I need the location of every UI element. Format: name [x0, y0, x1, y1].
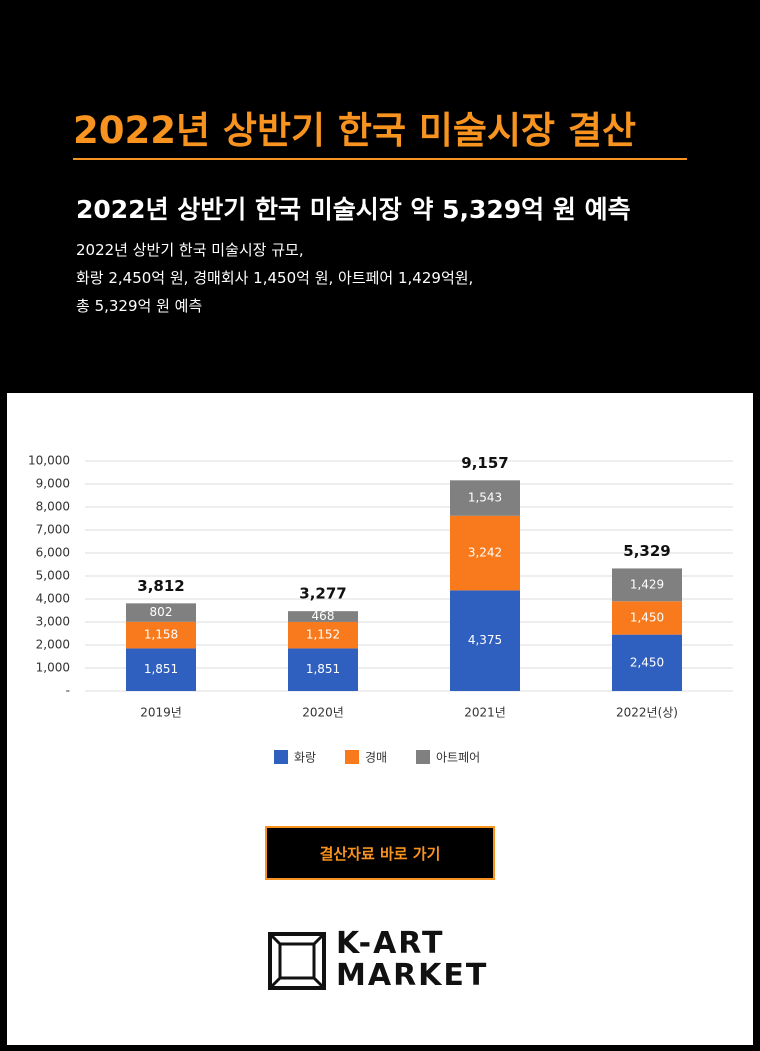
description: 2022년 상반기 한국 미술시장 규모,: [76, 241, 304, 259]
y-tick-label: 8,000: [36, 500, 70, 514]
bar-segment: [288, 611, 358, 622]
description: 총 5,329억 원 예측: [76, 297, 203, 315]
x-tick-label: 2022년(상): [616, 706, 678, 720]
value-label: 468: [312, 609, 335, 623]
legend-label: 화랑: [294, 751, 316, 765]
y-tick-label: 4,000: [36, 592, 70, 606]
value-label: 1,152: [306, 628, 340, 642]
value-label: 802: [150, 605, 173, 619]
value-label: 1,429: [630, 577, 664, 591]
value-label: 3,242: [468, 546, 502, 560]
chart: - 1,000 2,000 3,000 4,000 5,000 6,000 7,000 8,00…: [28, 454, 733, 765]
x-tick-label: 2020년: [302, 706, 344, 720]
total-label: 5,329: [623, 542, 670, 560]
bar-segment: [450, 515, 520, 591]
legend-label: 아트페어: [436, 751, 480, 765]
report-button[interactable]: 결산자료 바로 가기: [265, 826, 495, 880]
bar-segment: [612, 568, 682, 602]
value-label: 1,851: [306, 662, 340, 676]
y-tick-label: 6,000: [36, 546, 70, 560]
value-label: 1,543: [468, 491, 502, 505]
content-panel: [7, 393, 753, 1045]
bar-segment: [288, 621, 358, 649]
bar-segment: [126, 621, 196, 649]
legend-swatch: [416, 750, 430, 764]
legend-label: 경매: [365, 751, 387, 765]
value-label: 2,450: [630, 655, 664, 669]
subtitle: 2022년 상반기 한국 미술시장 약 5,329억 원 예측: [76, 195, 631, 224]
legend-swatch: [345, 750, 359, 764]
value-label: 1,158: [144, 628, 178, 642]
value-label: 4,375: [468, 633, 502, 647]
total-label: 3,277: [299, 585, 346, 603]
bar-segment: [288, 648, 358, 691]
title-rule: [73, 158, 687, 160]
bar-segment: [612, 634, 682, 691]
total-label: 9,157: [461, 454, 508, 472]
value-label: 1,450: [630, 610, 664, 624]
bar-segment: [126, 648, 196, 691]
bar-segment: [450, 590, 520, 691]
x-tick-label: 2019년: [140, 706, 182, 720]
logo-text: MARKET: [336, 958, 489, 993]
bar-segment: [450, 480, 520, 516]
logo-text: K-ART: [336, 926, 445, 961]
y-tick-label: 3,000: [36, 615, 70, 629]
description: 화랑 2,450억 원, 경매회사 1,450억 원, 아트페어 1,429억원…: [76, 269, 474, 287]
y-tick-label: 1,000: [36, 661, 70, 675]
y-tick-label: 10,000: [28, 454, 70, 468]
y-tick-label: 7,000: [36, 523, 70, 537]
logo-icon: [268, 932, 326, 990]
total-label: 3,812: [137, 577, 184, 595]
y-tick-label: 9,000: [36, 477, 70, 491]
x-tick-label: 2021년: [464, 706, 506, 720]
bar-segment: [612, 601, 682, 635]
value-label: 1,851: [144, 662, 178, 676]
y-tick-label: -: [66, 684, 70, 698]
title: 2022년 상반기 한국 미술시장 결산: [73, 109, 636, 152]
legend-swatch: [274, 750, 288, 764]
y-tick-label: 5,000: [36, 569, 70, 583]
y-tick-label: 2,000: [36, 638, 70, 652]
bar-segment: [126, 603, 196, 622]
